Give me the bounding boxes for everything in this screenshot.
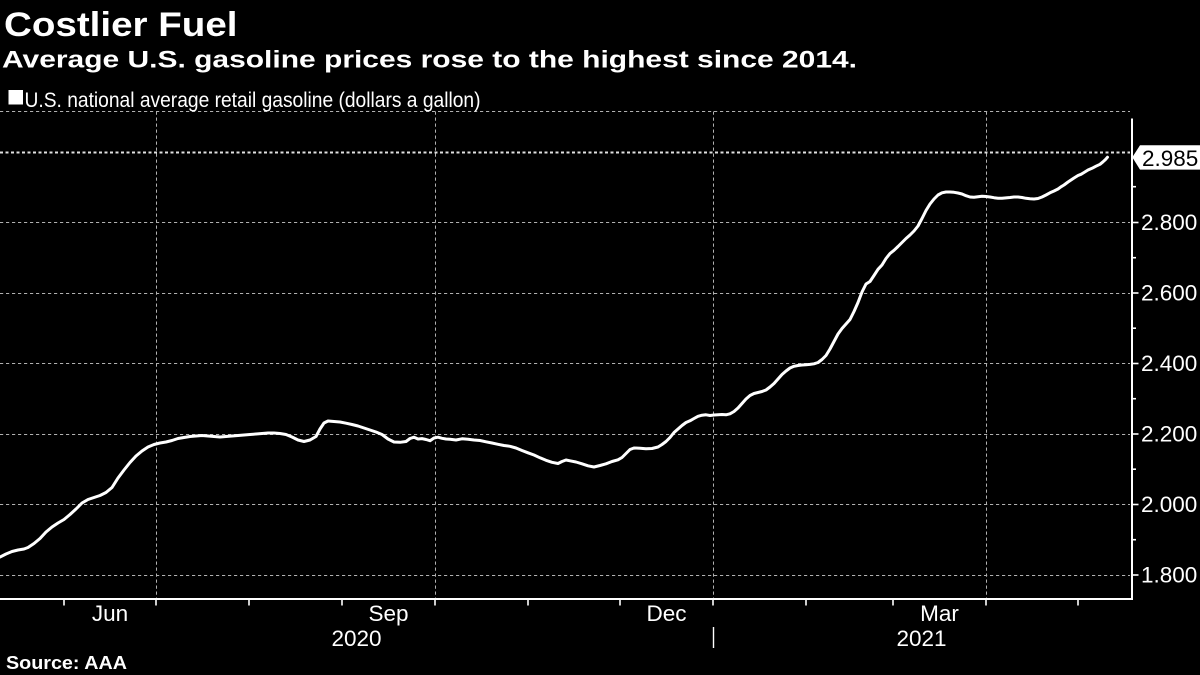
svg-text:Sep: Sep [368, 601, 408, 626]
svg-text:Dec: Dec [646, 601, 686, 626]
svg-text:2.200: 2.200 [1141, 422, 1197, 447]
svg-text:2021: 2021 [896, 626, 946, 651]
svg-text:2.000: 2.000 [1141, 492, 1197, 517]
svg-text:Mar: Mar [920, 601, 959, 626]
svg-text:1.800: 1.800 [1141, 563, 1197, 588]
svg-text:2.800: 2.800 [1141, 210, 1197, 235]
svg-text:2020: 2020 [331, 626, 381, 651]
svg-text:2.400: 2.400 [1141, 351, 1197, 376]
svg-text:Source: AAA: Source: AAA [6, 653, 127, 673]
svg-text:Average U.S. gasoline prices r: Average U.S. gasoline prices rose to the… [2, 46, 857, 73]
svg-text:2.985: 2.985 [1142, 146, 1198, 171]
svg-text:2.600: 2.600 [1141, 281, 1197, 306]
svg-text:Costlier Fuel: Costlier Fuel [4, 6, 238, 44]
svg-text:U.S. national average retail g: U.S. national average retail gasoline (d… [25, 89, 481, 112]
svg-text:Jun: Jun [92, 601, 128, 626]
